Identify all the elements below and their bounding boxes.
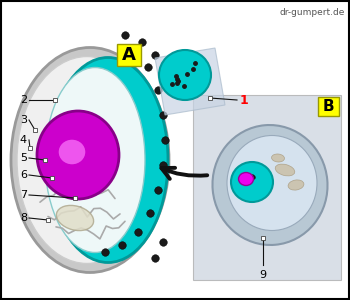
Ellipse shape [159,50,211,100]
Text: 5: 5 [20,153,27,163]
Ellipse shape [227,136,317,230]
Ellipse shape [275,164,295,176]
Text: 9: 9 [259,270,267,280]
Text: 2: 2 [20,95,27,105]
Ellipse shape [238,172,253,185]
Text: 3: 3 [20,115,27,125]
Ellipse shape [288,180,304,190]
Text: A: A [122,46,136,64]
Text: 8: 8 [20,213,27,223]
FancyBboxPatch shape [193,95,341,280]
Ellipse shape [11,47,169,272]
Ellipse shape [37,111,119,199]
Ellipse shape [272,154,285,162]
Ellipse shape [58,139,86,165]
Text: dr-gumpert.de: dr-gumpert.de [280,8,345,17]
Ellipse shape [48,58,168,262]
Ellipse shape [212,125,328,245]
FancyBboxPatch shape [318,97,339,116]
Ellipse shape [231,162,273,202]
FancyBboxPatch shape [117,44,141,66]
Ellipse shape [56,206,93,231]
Polygon shape [155,48,225,115]
Text: 7: 7 [20,190,27,200]
Text: B: B [323,99,334,114]
Text: 6: 6 [20,170,27,180]
Text: 4: 4 [20,135,27,145]
Ellipse shape [45,68,145,253]
Text: 1: 1 [240,94,249,106]
Ellipse shape [17,56,157,263]
